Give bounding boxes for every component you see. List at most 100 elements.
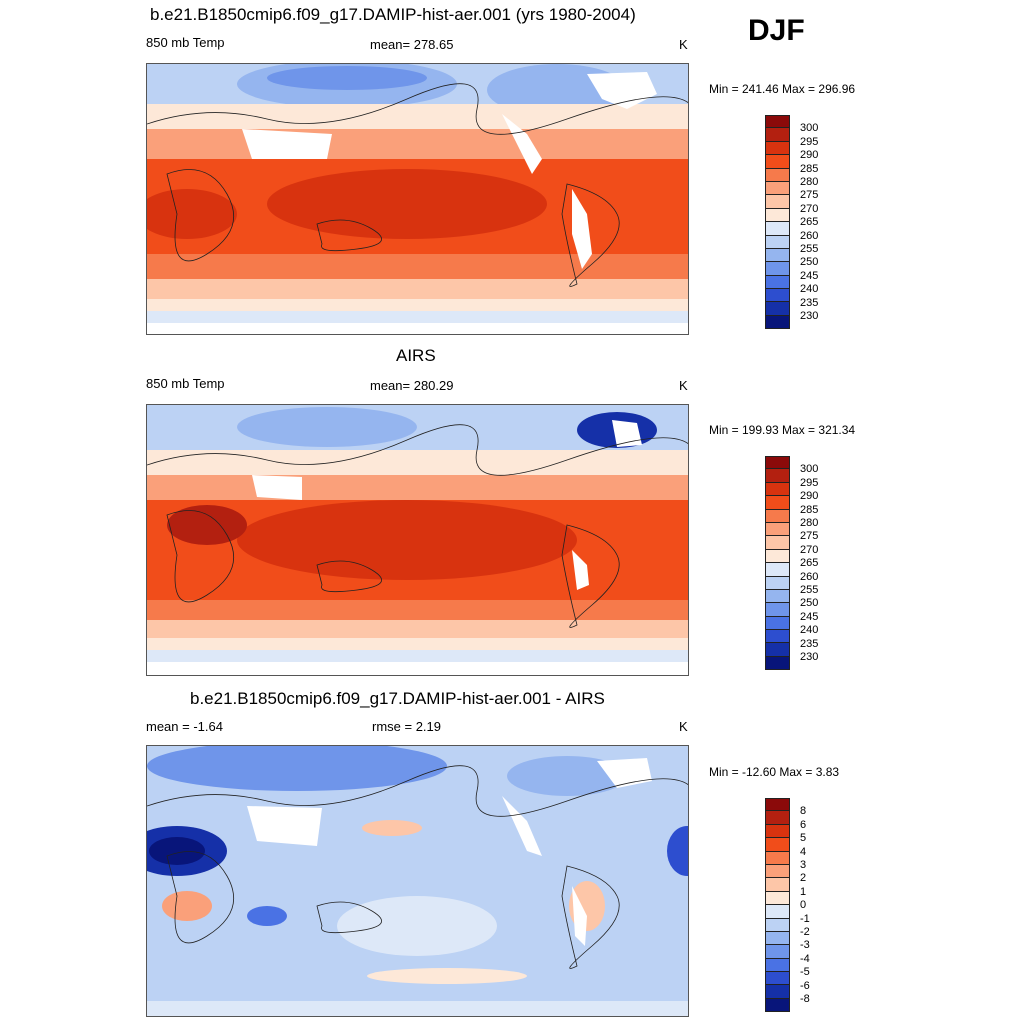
colorbar-tick-label: 245 (800, 610, 819, 623)
panel2-units-label: K (679, 378, 688, 393)
panel2-title: AIRS (396, 346, 436, 365)
colorbar-tick-label: 300 (800, 463, 819, 476)
colorbar-tick-label: 275 (800, 189, 819, 202)
colorbar-swatch (765, 891, 790, 906)
colorbar-tick-label: 270 (800, 202, 819, 215)
colorbar-swatch (765, 208, 790, 223)
colorbar-swatch (765, 656, 790, 671)
colorbar-tick-label: -8 (800, 993, 810, 1005)
colorbar-tick-label: 275 (800, 530, 819, 543)
colorbar-tick-label: 295 (800, 476, 819, 489)
colorbar-swatch (765, 563, 790, 577)
colorbar-swatch (765, 222, 790, 236)
panel2-minmax: Min = 199.93 Max = 321.34 (709, 423, 856, 437)
panel1-map (146, 63, 689, 335)
colorbar-swatch (765, 616, 790, 631)
colorbar-tick-label: 0 (800, 899, 807, 912)
colorbar-swatch (765, 998, 790, 1013)
colorbar-tick-label: 230 (800, 310, 819, 322)
colorbar-swatch (765, 195, 790, 209)
colorbar-swatch (765, 643, 790, 657)
panel3-title: b.e21.B1850cmip6.f09_g17.DAMIP-hist-aer.… (190, 689, 605, 708)
colorbar-tick-label: 6 (800, 818, 807, 831)
colorbar-tick-label: -4 (800, 952, 810, 965)
colorbar-tick-label: 260 (800, 229, 819, 242)
panel1-variable-label: 850 mb Temp (146, 35, 225, 50)
colorbar-swatch (765, 549, 790, 564)
colorbar-swatch (765, 589, 790, 604)
panel3-colorbar (765, 798, 790, 1013)
panel3-minmax: Min = -12.60 Max = 3.83 (709, 765, 840, 779)
colorbar-swatch (765, 824, 790, 839)
panel3-map (146, 745, 689, 1017)
panel1-title: b.e21.B1850cmip6.f09_g17.DAMIP-hist-aer.… (150, 5, 636, 24)
panel1-colorbar (765, 115, 790, 330)
panel3-mean-label: mean = -1.64 (146, 719, 223, 734)
colorbar-tick-label: 230 (800, 651, 819, 663)
colorbar-tick-label: 285 (800, 162, 819, 175)
panel2-colorbar (765, 456, 790, 671)
colorbar-swatch (765, 509, 790, 523)
colorbar-swatch (765, 482, 790, 497)
colorbar-tick-label: -1 (800, 912, 810, 925)
colorbar-swatch (765, 798, 790, 812)
colorbar-swatch (765, 181, 790, 196)
colorbar-tick-label: 255 (800, 584, 819, 596)
colorbar-tick-label: -3 (800, 939, 810, 952)
colorbar-tick-label: -5 (800, 966, 810, 979)
panel3-units-label: K (679, 719, 688, 734)
colorbar-swatch (765, 456, 790, 470)
colorbar-tick-label: 8 (800, 805, 807, 818)
colorbar-tick-label: 265 (800, 557, 819, 570)
colorbar-swatch (765, 985, 790, 999)
colorbar-tick-label: 295 (800, 135, 819, 148)
colorbar-tick-label: 285 (800, 503, 819, 516)
colorbar-swatch (765, 576, 790, 590)
colorbar-swatch (765, 289, 790, 303)
colorbar-swatch (765, 536, 790, 550)
colorbar-tick-label: 265 (800, 216, 819, 229)
colorbar-swatch (765, 603, 790, 617)
colorbar-swatch (765, 878, 790, 892)
colorbar-swatch (765, 155, 790, 169)
panel2-mean-label: mean= 280.29 (370, 378, 454, 393)
panel2-variable-label: 850 mb Temp (146, 376, 225, 391)
season-label: DJF (748, 14, 805, 47)
panel3-rmse-label: rmse = 2.19 (372, 719, 442, 734)
colorbar-swatch (765, 496, 790, 510)
colorbar-tick-label: 270 (800, 543, 819, 556)
colorbar-swatch (765, 315, 790, 330)
colorbar-tick-label: 300 (800, 122, 819, 135)
colorbar-tick-label: 235 (800, 637, 819, 650)
colorbar-tick-label: 240 (800, 624, 819, 637)
colorbar-swatch (765, 838, 790, 852)
colorbar-swatch (765, 851, 790, 865)
colorbar-tick-label: 290 (800, 149, 819, 162)
colorbar-tick-label: 235 (800, 296, 819, 309)
colorbar-tick-label: 3 (800, 859, 807, 871)
panel1-minmax: Min = 241.46 Max = 296.96 (709, 82, 856, 96)
colorbar-swatch (765, 522, 790, 537)
colorbar-swatch (765, 905, 790, 919)
colorbar-swatch (765, 811, 790, 825)
colorbar-swatch (765, 275, 790, 290)
colorbar-swatch (765, 115, 790, 129)
colorbar-swatch (765, 945, 790, 959)
colorbar-swatch (765, 235, 790, 249)
colorbar-swatch (765, 469, 790, 483)
colorbar-swatch (765, 302, 790, 316)
colorbar-swatch (765, 141, 790, 156)
colorbar-swatch (765, 262, 790, 276)
colorbar-tick-label: 240 (800, 283, 819, 296)
colorbar-tick-label: -2 (800, 926, 810, 938)
colorbar-tick-label: 260 (800, 570, 819, 583)
colorbar-tick-label: 2 (800, 872, 807, 885)
colorbar-tick-label: 1 (800, 885, 807, 898)
colorbar-swatch (765, 630, 790, 644)
colorbar-tick-label: 290 (800, 490, 819, 503)
colorbar-swatch (765, 972, 790, 986)
colorbar-swatch (765, 248, 790, 263)
colorbar-tick-label: 245 (800, 269, 819, 282)
colorbar-swatch (765, 931, 790, 946)
panel2-map (146, 404, 689, 676)
